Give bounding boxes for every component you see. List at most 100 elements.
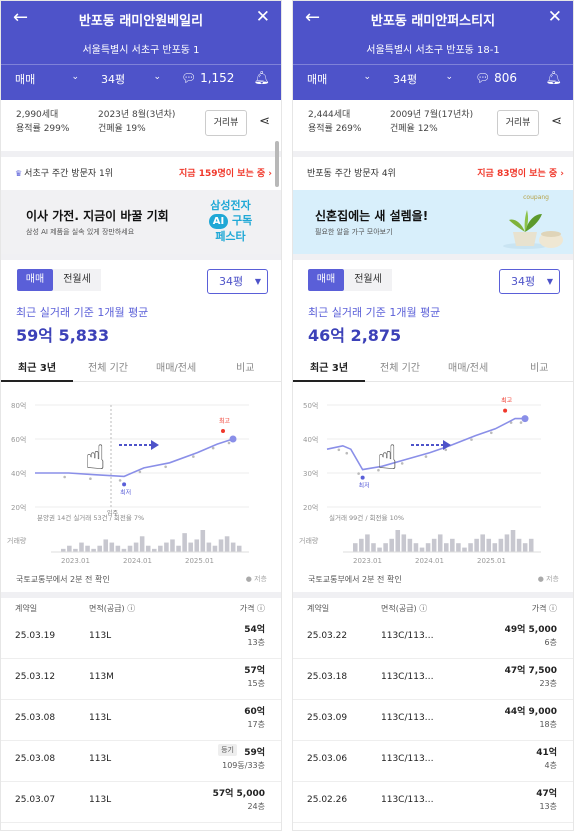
section-divider [293,151,573,157]
tab-recent-3y[interactable]: 최근 3년 [310,363,349,374]
chart-note: 실거래 99건 / 회전율 10% [329,513,404,522]
row-date: 25.03.12 [15,672,56,682]
volume-bar [73,548,78,552]
trade-type-dropdown[interactable]: 매매 ⌄ [307,71,371,87]
comments-button[interactable]: 💬︎ 1,152 [181,71,234,85]
table-row[interactable]: 25.03.08 113L 등기 59억 109동/33층 [1,741,281,782]
table-row[interactable]: 25.03.09 113C/113… 44억 9,000 18층 [293,700,573,741]
coverage-ratio: 건폐율 19% [98,124,146,134]
volume-bar [377,547,382,552]
volume-bar [504,534,510,552]
table-row[interactable]: 25.03.07 113L 57억 5,000 24층 [1,782,281,823]
crown-icon: ♛ [15,169,23,178]
volume-bar [528,538,534,552]
row-floor: 18층 [539,720,557,729]
x-tick-label: 2023.01 [61,557,90,565]
viewers-now[interactable]: 지금 83명이 보는 중 › [477,169,564,179]
scrollbar[interactable] [275,141,279,187]
brand-sub: 구독 [232,214,253,227]
info-icon[interactable]: ⓘ [419,604,428,613]
bell-icon[interactable]: 🔔︎ [253,71,270,86]
back-arrow-icon[interactable]: ← [13,7,29,28]
period-tabs: 최근 3년 전체 기간 매매/전세 비교 [293,352,573,382]
viewers-now[interactable]: 지금 159명이 보는 중 › [179,169,272,179]
caret-down-icon: ▼ [546,277,553,286]
table-row[interactable]: 25.03.19 113L 54억 13층 [1,618,281,659]
volume-bar [413,543,419,552]
close-icon[interactable]: ✕ [255,7,270,27]
volume-bar [158,545,163,552]
table-row[interactable]: 25.02.26 113C/113… 47억 13층 [293,782,573,823]
tab-all-period[interactable]: 전체 기간 [380,363,420,374]
toggle-rent[interactable]: 전월세 [53,269,101,291]
street-view-button[interactable]: 거리뷰 [497,110,539,136]
volume-bar [462,547,467,552]
y-tick-label: 20억 [303,504,318,512]
share-icon[interactable]: ⋖ [259,114,270,129]
tab-sale-jeonse[interactable]: 매매/전세 [156,363,197,374]
bell-icon[interactable]: 🔔︎ [545,71,562,86]
ad-banner[interactable]: 이사 가전. 지금이 바꿀 기회 삼성 AI 제품을 실속 있게 장만하세요 삼… [1,190,281,254]
comments-count: 1,152 [200,71,235,85]
period-tabs: 최근 3년 전체 기간 매매/전세 비교 [1,352,281,382]
row-date: 25.03.09 [307,713,348,723]
trade-dot [211,446,215,450]
listing-panel-raemian-one-bailey: ← 반포동 래미안원베일리 ✕ 서울특별시 서초구 반포동 1 매매 ⌄ 34평 ⌄… [0,0,282,831]
table-row[interactable]: 25.03.12 113M 57억 15층 [1,659,281,700]
pyeong-dropdown[interactable]: 34평 ⌄ [393,71,453,87]
tab-compare[interactable]: 비교 [236,363,255,374]
info-icon[interactable]: ⓘ [127,604,136,613]
x-tick-label: 2025.01 [477,557,506,565]
volume-bar [61,548,66,552]
table-row[interactable]: 25.03.06 113C/113… 41억 4층 [293,741,573,782]
table-row[interactable]: 25.03.08 113L 60억 17층 [1,700,281,741]
tab-sale-jeonse[interactable]: 매매/전세 [448,363,489,374]
address: 서울특별시 서초구 반포동 1 [82,45,200,56]
header: ← 반포동 래미안원베일리 ✕ 서울특별시 서초구 반포동 1 매매 ⌄ 34평 ⌄… [1,1,281,100]
tab-compare[interactable]: 비교 [530,363,549,374]
x-tick-label: 2024.01 [415,557,444,565]
tab-recent-3y[interactable]: 최근 3년 [18,363,57,374]
row-date: 25.03.22 [307,631,348,641]
table-row[interactable]: 25.03.18 113C/113… 47억 7,500 23층 [293,659,573,700]
volume-bar [164,542,169,552]
info-icon[interactable]: ⓘ [257,604,265,613]
visitor-rank[interactable]: 반포동 주간 방문자 4위 [307,169,396,179]
x-tick-label: 2025.01 [185,557,214,565]
swipe-arrowhead [443,440,451,450]
price-line [326,417,525,471]
table-row[interactable]: 25.03.22 113C/113… 49억 5,000 6층 [293,618,573,659]
tab-all-period[interactable]: 전체 기간 [88,363,128,374]
share-icon[interactable]: ⋖ [551,114,562,129]
summary-right: 2023년 8월(3년차) 건폐율 19% [98,108,175,136]
data-source: 국토교통부에서 2분 전 확인 [16,575,110,584]
trade-type-dropdown[interactable]: 매매 ⌄ [15,71,79,87]
street-view-button[interactable]: 거리뷰 [205,110,247,136]
volume-bar [516,538,522,552]
pyeong-select[interactable]: 34평 ▼ [499,269,560,294]
close-icon[interactable]: ✕ [547,7,562,27]
banner-brand-logo: 삼성전자 AI 구독 페스타 [203,198,258,244]
row-floor: 13층 [247,638,265,647]
swipe-hand-icon: ☝ [377,438,398,478]
price-line [35,438,234,478]
back-arrow-icon[interactable]: ← [305,7,321,28]
toggle-sale[interactable]: 매매 [17,269,53,291]
col-header-area: 면적(공급) ⓘ [381,603,427,614]
registered-badge: 등기 [218,744,237,756]
pyeong-select[interactable]: 34평 ▼ [207,269,268,294]
comments-button[interactable]: 💬︎ 806 [475,71,517,85]
ad-banner[interactable]: 신혼집에는 새 설렘을! 필요한 알을 가구 모아보기 coupang [293,190,573,254]
toggle-sale[interactable]: 매매 [308,269,344,291]
pyeong-dropdown[interactable]: 34평 ⌄ [101,71,161,87]
active-tab-underline [293,380,365,382]
toggle-rent[interactable]: 전월세 [344,269,392,291]
volume-bar [522,543,528,552]
visitor-rank[interactable]: ♛ 서초구 주간 방문자 1위 [15,166,113,179]
info-icon[interactable]: ⓘ [549,604,557,613]
households: 2,444세대 [308,110,351,120]
speech-bubble-icon: 💬︎ [181,71,197,85]
volume-bar [224,536,230,552]
